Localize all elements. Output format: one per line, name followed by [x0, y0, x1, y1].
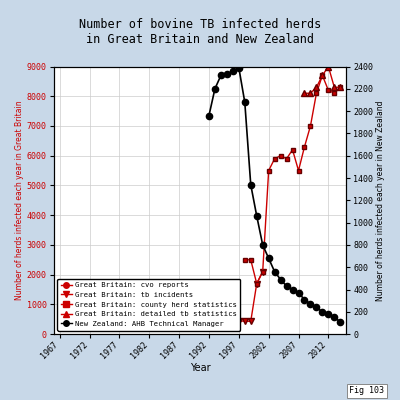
X-axis label: Year: Year — [190, 363, 210, 373]
Text: Fig 103: Fig 103 — [349, 386, 384, 395]
Y-axis label: Number of herds infected each year in New Zealand: Number of herds infected each year in Ne… — [376, 100, 385, 300]
Y-axis label: Number of herds infected each year in Great Britain: Number of herds infected each year in Gr… — [15, 100, 24, 300]
Legend: Great Britain: cvo reports, Great Britain: tb incidents, Great Britain: county h: Great Britain: cvo reports, Great Britai… — [57, 279, 240, 330]
Text: Number of bovine TB infected herds
in Great Britain and New Zealand: Number of bovine TB infected herds in Gr… — [79, 18, 321, 46]
